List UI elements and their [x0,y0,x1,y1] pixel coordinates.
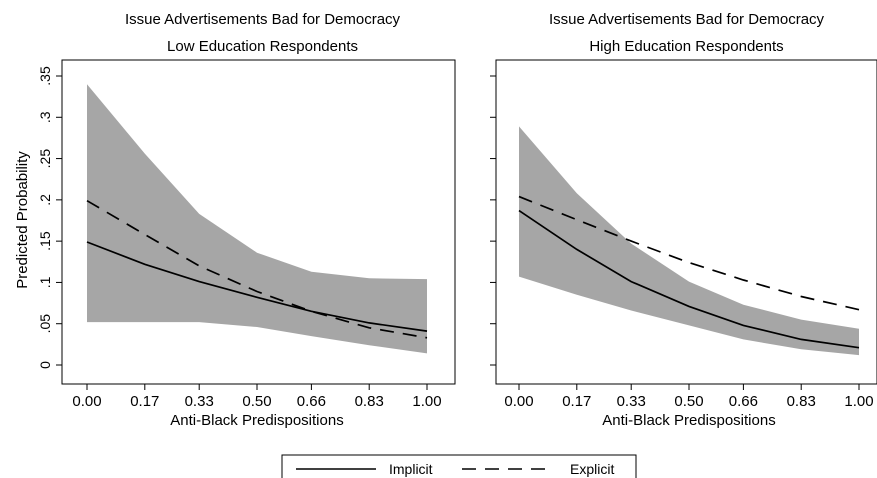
y-tick-label: .25 [37,149,53,169]
chart-subtitle: Low Education Respondents [167,38,358,55]
y-tick-label: .35 [37,66,53,86]
x-tick-label: 0.83 [355,393,384,410]
series-line-explicit [86,199,428,339]
x-tick-label: 0.66 [729,393,758,410]
y-tick-label: .2 [37,194,53,206]
x-tick-label: 0.00 [72,393,101,410]
legend-box [281,454,637,478]
x-axis-title: Anti-Black Predispositions [170,412,343,429]
series-line-implicit [86,241,428,332]
panel-high-education: Issue Advertisements Bad for Democracy Hi… [490,11,877,429]
panel-low-education: Issue Advertisements Bad for Democracy Lo… [37,11,456,429]
y-tick-label: .1 [37,276,53,288]
y-tick-label: .05 [37,314,53,334]
chart-title: Issue Advertisements Bad for Democracy [125,11,401,28]
chart-title: Issue Advertisements Bad for Democracy [549,11,825,28]
y-axis-title: Predicted Probability [14,151,31,289]
x-tick-label: 0.50 [674,393,703,410]
x-tick-label: 0.33 [185,393,214,410]
confidence-band [519,126,859,356]
x-tick-label: 0.17 [130,393,159,410]
x-tick-label: 0.17 [562,393,591,410]
x-tick-label: 0.50 [242,393,271,410]
x-tick-label: 0.33 [617,393,646,410]
confidence-band [87,84,427,354]
y-tick-label: 0 [37,361,53,369]
plot-frame [495,59,877,385]
x-axis-title: Anti-Black Predispositions [602,412,775,429]
chart-subtitle: High Education Respondents [589,38,783,55]
x-tick-label: 1.00 [412,393,441,410]
legend-label-explicit: Explicit [570,461,614,477]
plot-frame [61,59,456,385]
x-tick-label: 0.66 [297,393,326,410]
series-line-implicit [518,209,860,349]
x-tick-label: 1.00 [844,393,873,410]
legend-label-implicit: Implicit [389,461,433,477]
x-tick-label: 0.83 [787,393,816,410]
y-tick-label: .15 [37,231,53,251]
legend: Implicit Explicit [281,454,637,478]
series-line-explicit [518,195,860,311]
x-tick-label: 0.00 [504,393,533,410]
y-tick-label: .3 [37,111,53,123]
